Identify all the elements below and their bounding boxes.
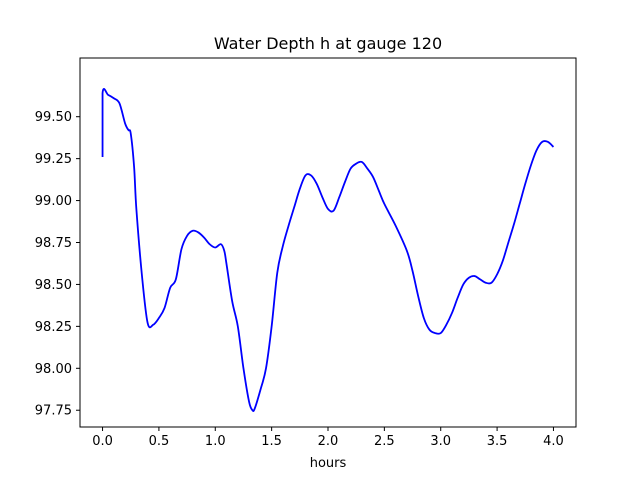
series-line xyxy=(101,88,555,412)
y-tick-label: 99.50 xyxy=(35,110,72,125)
x-tick-label: 1.5 xyxy=(261,434,282,449)
chart-title: Water Depth h at gauge 120 xyxy=(214,34,442,53)
plot-area xyxy=(101,88,555,412)
y-tick-label: 98.25 xyxy=(35,320,72,335)
x-tick-label: 1.0 xyxy=(205,434,226,449)
y-tick-label: 99.00 xyxy=(35,194,72,209)
y-axis: 97.75 98.00 98.25 98.50 98.75 99.00 99.25 99.50 xyxy=(35,110,80,419)
x-tick-label: 0.5 xyxy=(149,434,170,449)
y-tick-label: 98.00 xyxy=(35,362,72,377)
y-tick-label: 99.25 xyxy=(35,152,72,167)
x-tick-label: 0.0 xyxy=(92,434,113,449)
x-tick-label: 3.0 xyxy=(430,434,451,449)
y-tick-label: 98.75 xyxy=(35,236,72,251)
x-tick-label: 4.0 xyxy=(543,434,564,449)
x-axis: 0.0 0.5 1.0 1.5 2.0 2.5 3.0 3.5 4.0 xyxy=(92,427,564,449)
x-tick-label: 2.0 xyxy=(318,434,339,449)
x-tick-label: 3.5 xyxy=(487,434,508,449)
y-tick-label: 97.75 xyxy=(35,404,72,419)
x-axis-label: hours xyxy=(310,456,347,471)
y-tick-label: 98.50 xyxy=(35,278,72,293)
x-tick-label: 2.5 xyxy=(374,434,395,449)
